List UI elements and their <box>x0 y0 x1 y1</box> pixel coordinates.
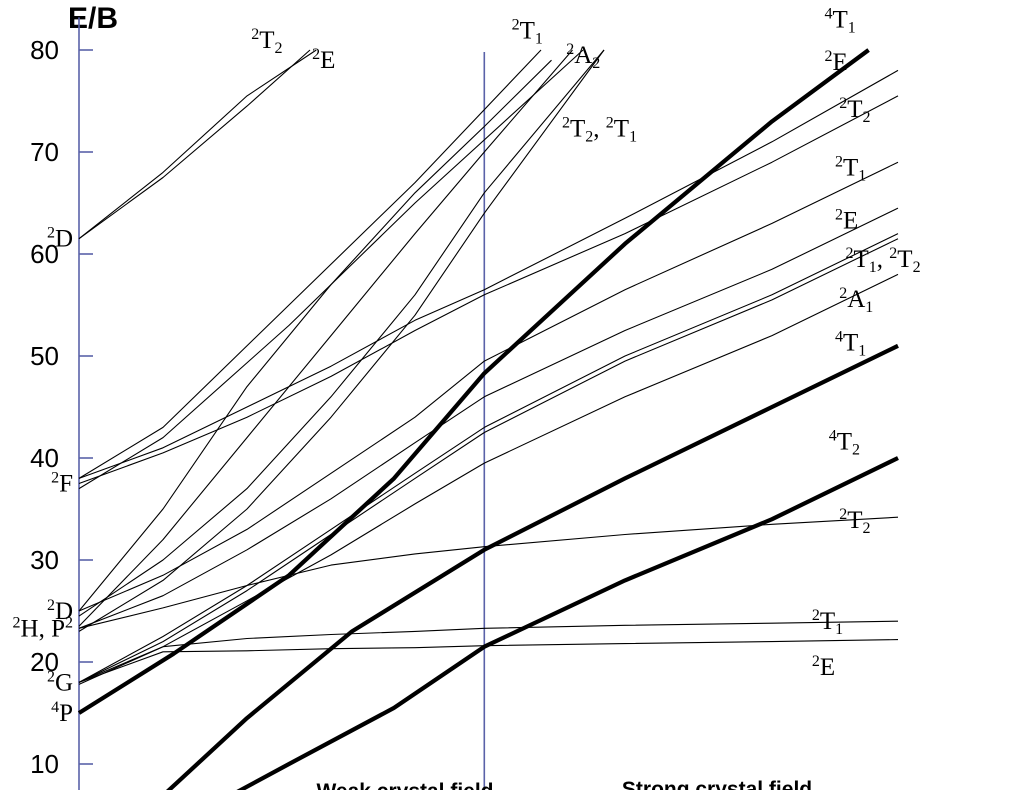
state-label: 4T1 <box>835 329 866 360</box>
y-tick-label: 70 <box>30 137 59 167</box>
state-label: 4T1 <box>825 5 856 36</box>
state-label: 2T2 <box>839 506 870 537</box>
free-ion-term-label: 2F <box>51 470 73 498</box>
y-axis-title: E/B <box>68 2 118 35</box>
y-tick-label: 20 <box>30 647 59 677</box>
doublet-curve <box>78 49 584 490</box>
state-label: 2T2 <box>251 26 282 57</box>
state-label: 2E <box>812 653 835 681</box>
doublet-curve <box>78 620 899 683</box>
doublet-curve <box>78 639 899 683</box>
doublet-curve <box>78 49 542 479</box>
doublet-curve <box>78 273 899 685</box>
state-label: 2T2, 2T1 <box>562 115 637 146</box>
doublet-curve <box>78 49 605 617</box>
energy-curves <box>77 48 899 790</box>
state-label: 2A1 <box>839 285 873 316</box>
quartet-curve <box>165 343 899 790</box>
doublet-curve <box>78 49 605 632</box>
state-label: 2A2 <box>566 41 600 72</box>
state-label: 2T2 <box>839 95 870 126</box>
doublet-curve <box>78 95 899 485</box>
doublet-curve <box>78 49 317 240</box>
doublet-curve <box>78 49 311 240</box>
doublet-curve <box>78 238 899 683</box>
y-tick-label: 50 <box>30 341 59 371</box>
free-ion-term-label: 2D <box>47 597 73 625</box>
quartet-curve <box>77 48 870 715</box>
y-axis: 10 20 30 40 50 60 70 80 <box>30 17 486 790</box>
free-ion-term-label: 2H, P2 <box>13 614 73 642</box>
y-tick-label: 40 <box>30 443 59 473</box>
doublet-curve <box>78 49 573 627</box>
state-label: 2T1 <box>835 153 866 184</box>
y-tick-label: 10 <box>30 749 59 779</box>
region-label-strong: Strong crystal field <box>622 778 812 790</box>
doublet-curve <box>78 233 899 683</box>
doublet-curve <box>78 69 899 479</box>
y-tick-label: 80 <box>30 35 59 65</box>
doublet-curve <box>78 161 899 612</box>
state-label: 2E <box>312 46 335 74</box>
state-label: 2T1 <box>512 17 543 48</box>
quartet-curve <box>236 456 899 790</box>
state-label: 2E <box>835 206 858 234</box>
state-label: 2E <box>825 48 848 76</box>
state-label: 2T1 <box>812 607 843 638</box>
doublet-curve <box>78 207 899 629</box>
doublet-curve <box>78 59 552 612</box>
y-tick-label: 30 <box>30 545 59 575</box>
free-ion-term-label: 2G <box>47 668 73 696</box>
y-tick-label: 60 <box>30 239 59 269</box>
free-ion-term-label: 2D <box>47 225 73 253</box>
region-label-weak: Weak crystal field <box>316 780 493 790</box>
state-label: 2T1, 2T2 <box>846 245 921 276</box>
state-label: 4T2 <box>829 428 860 459</box>
free-ion-term-label: 4P <box>51 699 73 727</box>
doublet-curve <box>78 516 899 629</box>
